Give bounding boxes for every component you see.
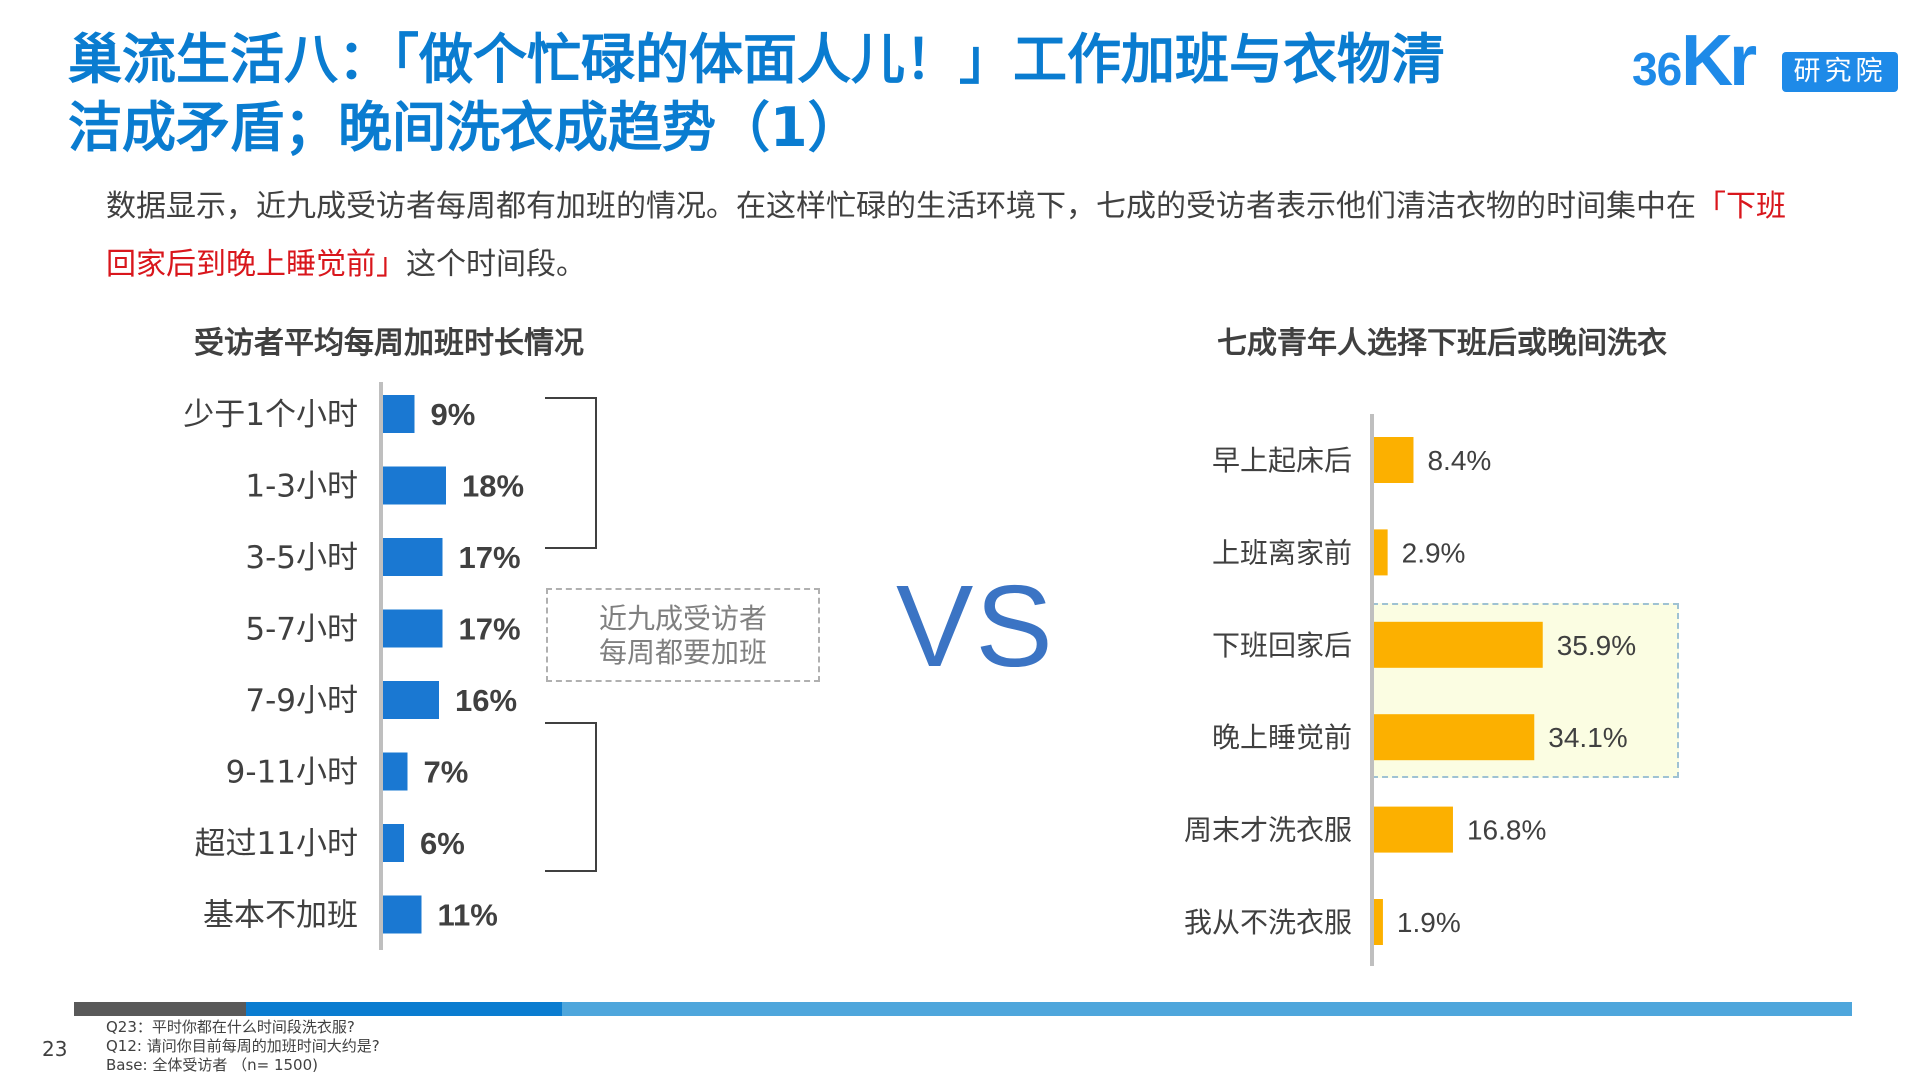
overtime-category-label: 1-3小时 (245, 469, 358, 505)
laundry-chart-title: 七成青年人选择下班后或晚间洗衣 (1217, 326, 1667, 361)
laundry-bar (1374, 529, 1388, 576)
overtime-callout: 近九成受访者 每周都要加班 (546, 588, 820, 682)
page-title: 巢流生活八：「做个忙碌的体面人儿！」工作加班与衣物清 洁成矛盾；晚间洗衣成趋势（… (68, 26, 1548, 162)
overtime-value-label: 11% (438, 898, 498, 933)
overtime-category-label: 5-7小时 (245, 612, 358, 648)
laundry-value-label: 8.4% (1427, 445, 1491, 476)
overtime-value-label: 18% (462, 469, 524, 504)
bracket-top (545, 397, 597, 549)
source-note: Q12: 请问你目前每周的加班时间大约是? (106, 1037, 380, 1055)
source-note: Base: 全体受访者 （n= 1500) (106, 1056, 318, 1074)
overtime-category-label: 超过11小时 (195, 826, 358, 862)
brand-logo-badge: 研究院 (1782, 52, 1898, 92)
laundry-category-label: 下班回家后 (1212, 629, 1352, 662)
page-title-line-2: 洁成矛盾；晚间洗衣成趋势（1） (68, 96, 862, 159)
page-title-line-1: 巢流生活八：「做个忙碌的体面人儿！」工作加班与衣物清 (68, 28, 1445, 91)
intro-highlight: 「下班回家后到晚上睡觉前」 (106, 189, 1786, 282)
source-note: Q23：平时你都在什么时间段洗衣服? (106, 1018, 355, 1036)
overtime-chart-title: 受访者平均每周加班时长情况 (194, 326, 584, 361)
footer-bar-segment (246, 1002, 562, 1016)
overtime-category-label: 3-5小时 (245, 540, 358, 576)
overtime-value-label: 16% (455, 683, 517, 718)
laundry-category-label: 周末才洗衣服 (1184, 814, 1352, 847)
bracket-bottom (545, 722, 597, 872)
overtime-value-label: 17% (459, 612, 521, 647)
overtime-bar (383, 466, 446, 505)
overtime-bar (383, 609, 443, 648)
laundry-bar (1374, 899, 1383, 945)
callout-line-1: 近九成受访者 (598, 602, 767, 635)
overtime-bar (383, 752, 408, 791)
source-notes: Q23：平时你都在什么时间段洗衣服? Q12: 请问你目前每周的加班时间大约是?… (106, 1018, 380, 1075)
overtime-value-label: 9% (431, 397, 476, 432)
overtime-bar (383, 681, 439, 719)
overtime-value-label: 7% (424, 755, 469, 790)
laundry-bar (1374, 714, 1535, 761)
overtime-category-label: 少于1个小时 (183, 397, 358, 433)
vs-label: VS (896, 561, 1055, 691)
brand-logo: 36Kr 研究院 (1632, 21, 1902, 102)
overtime-category-label: 基本不加班 (203, 898, 358, 934)
laundry-value-label: 16.8% (1467, 815, 1546, 846)
laundry-category-label: 晚上睡觉前 (1212, 721, 1352, 754)
overtime-value-label: 6% (420, 826, 465, 861)
footer-bar-segment (562, 1002, 1852, 1016)
laundry-category-label: 我从不洗衣服 (1184, 906, 1352, 939)
overtime-category-label: 7-9小时 (245, 683, 358, 719)
overtime-value-label: 17% (459, 540, 521, 575)
intro-text-end: 这个时间段。 (406, 247, 586, 282)
overtime-bar (383, 895, 422, 934)
laundry-value-label: 35.9% (1557, 630, 1636, 661)
page-number: 23 (42, 1037, 68, 1061)
intro-paragraph: 数据显示，近九成受访者每周都有加班的情况。在这样忙碌的生活环境下，七成的受访者表… (106, 178, 1806, 294)
laundry-value-label: 34.1% (1548, 722, 1627, 753)
laundry-bar (1374, 806, 1453, 853)
brand-logo-mark: 36Kr (1632, 21, 1757, 101)
laundry-category-label: 早上起床后 (1212, 444, 1352, 477)
overtime-bar (383, 538, 443, 576)
intro-text: 数据显示，近九成受访者每周都有加班的情况。在这样忙碌的生活环境下，七成的受访者表… (106, 189, 1696, 224)
laundry-bar (1374, 437, 1414, 483)
overtime-bar (383, 824, 404, 862)
laundry-value-label: 2.9% (1402, 537, 1466, 568)
overtime-bar (383, 395, 415, 433)
laundry-value-label: 1.9% (1397, 907, 1461, 938)
laundry-category-label: 上班离家前 (1212, 536, 1352, 569)
overtime-category-label: 9-11小时 (226, 755, 358, 791)
callout-line-2: 每周都要加班 (598, 636, 767, 669)
footer-bar-segment (74, 1002, 246, 1016)
laundry-bar (1374, 621, 1543, 668)
